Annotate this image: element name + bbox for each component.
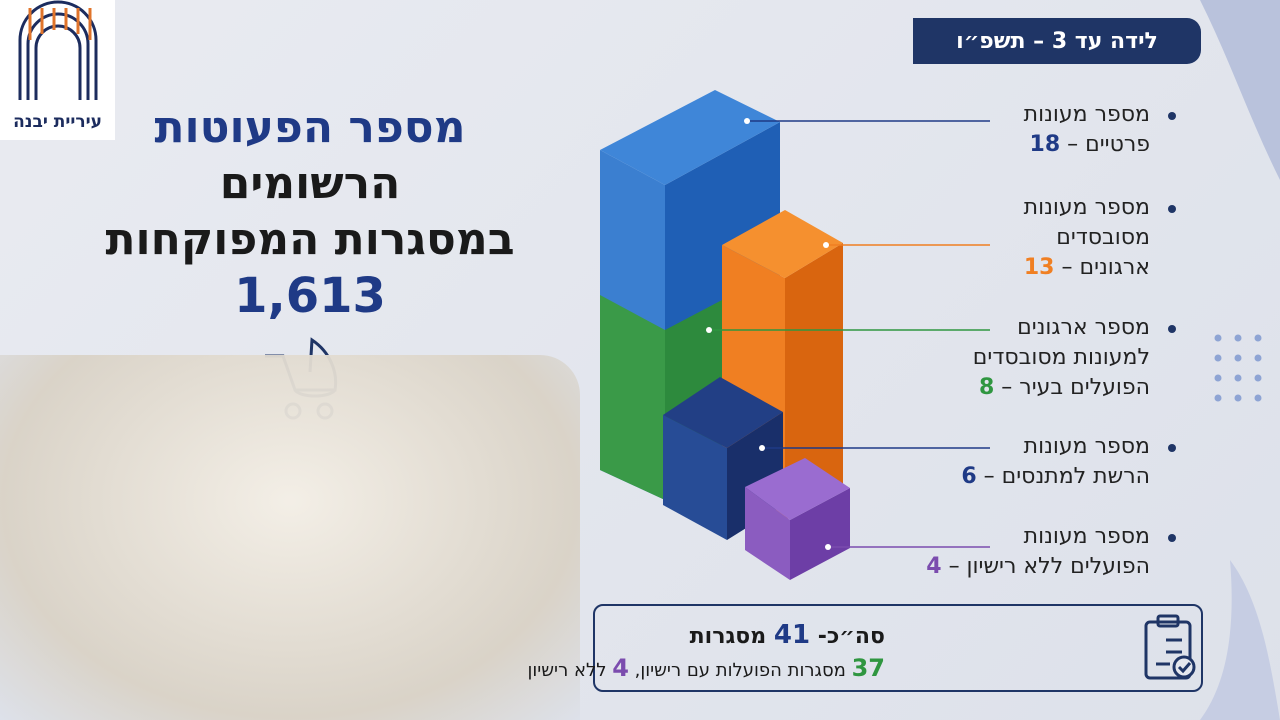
item-label: הרשת למתנסים – (983, 464, 1150, 489)
item-value: 4 (926, 554, 942, 579)
licensed-text: מסגרות הפועלות עם רישיון, (634, 660, 846, 681)
item-value: 6 (961, 464, 977, 489)
headline-total: 1,613 (234, 268, 386, 324)
summary-box (593, 604, 1203, 692)
summary-unit: מסגרות (689, 624, 767, 649)
item: מספר מעונות פרטיים – 18 (890, 100, 1150, 160)
logo-mark (18, 0, 98, 100)
item: מספר מעונות הרשת למתנסים – 6 (890, 432, 1150, 492)
bullet (1168, 325, 1176, 333)
item-line: מספר מעונות (890, 432, 1150, 462)
item-line: מספר מעונות (890, 522, 1150, 552)
item-line: מספר מעונות (890, 100, 1150, 130)
item-label: מספר מעונות (1023, 524, 1150, 549)
item-label: מספר מעונות (1023, 434, 1150, 459)
headline-line: הרשומים (219, 158, 401, 209)
item-value: 13 (1023, 255, 1055, 280)
item-line: פרטיים – 18 (890, 130, 1150, 160)
item-line: הפועלים בעיר – 8 (890, 373, 1150, 403)
item-label: למעונות מסובסדים (972, 345, 1150, 370)
item-value: 18 (1029, 132, 1061, 157)
unlicensed-number: 4 (612, 654, 629, 682)
summary-breakdown: 37 מסגרות הפועלות עם רישיון, 4 ללא רישיו… (527, 654, 885, 682)
item: מספר ארגונים למעונות מסובסדים הפועלים בעיר… (890, 313, 1150, 403)
item: מספר מעונות הפועלים ללא רישיון – 4 (890, 522, 1150, 582)
headline-line: במסגרות המפוקחות (105, 214, 515, 265)
summary-number: 41 (773, 620, 811, 650)
headline-line: מספר הפעוטות (154, 102, 466, 153)
licensed-number: 37 (851, 654, 885, 682)
logo (0, 0, 115, 140)
logo-text: עיריית יבנה (13, 112, 102, 132)
item-label: ארגונים – (1061, 255, 1150, 280)
bullet (1168, 205, 1176, 213)
item-value: 8 (978, 375, 995, 400)
summary-prefix: סה״כ- (817, 624, 885, 649)
item-line: הפועלים ללא רישיון – 4 (890, 552, 1150, 582)
photo (0, 355, 580, 720)
item-label: מספר ארגונים (1017, 315, 1150, 340)
item-line: הרשת למתנסים – 6 (890, 462, 1150, 492)
bullet (1168, 534, 1176, 542)
headline: מספר הפעוטות הרשומים במסגרות המפוקחות 1,613 (100, 100, 520, 324)
item-line: למעונות מסובסדים (890, 343, 1150, 373)
unlicensed-text: ללא רישיון (527, 660, 607, 681)
period-badge: לידה עד 3 – תשפ״ו (913, 18, 1201, 64)
item-label: הפועלים ללא רישיון – (948, 554, 1150, 579)
item-label: מספר מעונות (1023, 195, 1150, 220)
item-label: הפועלים בעיר – (1001, 375, 1150, 400)
bullet (1168, 444, 1176, 452)
item-line: מספר ארגונים (890, 313, 1150, 343)
item-label: מסובסדים (1056, 225, 1150, 250)
item-label: פרטיים – (1067, 132, 1150, 157)
bullet (1168, 112, 1176, 120)
item: מספר מעונות מסובסדים ארגונים – 13 (890, 193, 1150, 283)
item-line: מסובסדים (890, 223, 1150, 253)
summary-total: סה״כ- 41 מסגרות (690, 620, 885, 650)
item-line: ארגונים – 13 (890, 253, 1150, 283)
item-label: מספר מעונות (1023, 102, 1150, 127)
item-line: מספר מעונות (890, 193, 1150, 223)
